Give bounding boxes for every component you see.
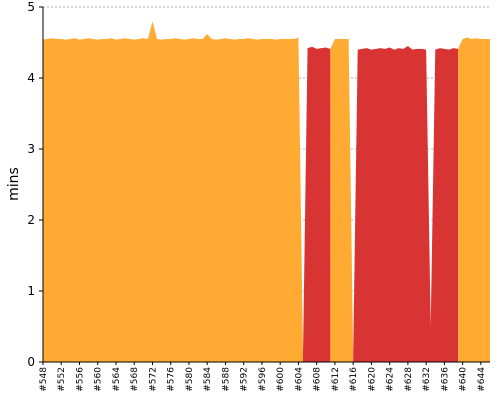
x-tick-label: #548 <box>39 367 49 392</box>
area-series <box>43 21 490 363</box>
x-tick-label: #640 <box>459 367 469 392</box>
x-tick-label: #628 <box>404 367 414 392</box>
x-tick-label: #632 <box>422 367 432 392</box>
y-axis-label: mins <box>6 167 22 201</box>
y-tick-label: 1 <box>27 284 35 298</box>
x-tick-label: #592 <box>240 367 250 392</box>
x-tick-label: #620 <box>367 367 377 392</box>
area-segment-fail <box>302 46 331 362</box>
area-segment-fail <box>353 46 459 363</box>
y-tick-label: 2 <box>27 213 35 227</box>
area-segment-pass <box>330 38 354 362</box>
x-tick-label: #564 <box>112 367 122 392</box>
x-tick-label: #612 <box>331 367 341 392</box>
x-tick-label: #600 <box>276 367 286 392</box>
x-tick-label: #596 <box>258 367 268 392</box>
x-tick-label: #608 <box>313 367 323 392</box>
x-tick-label: #556 <box>75 367 85 392</box>
area-segment-pass <box>458 37 490 362</box>
x-tick-label: #588 <box>221 367 231 392</box>
y-tick-label: 5 <box>27 0 35 14</box>
x-tick-label: #568 <box>130 367 140 392</box>
x-tick-label: #560 <box>94 367 104 392</box>
x-tick-label: #616 <box>349 367 359 392</box>
x-tick-label: #604 <box>294 367 304 392</box>
x-tick-label: #636 <box>440 367 450 392</box>
area-segment-pass <box>43 21 303 362</box>
x-tick-label: #584 <box>203 367 213 392</box>
x-tick-label: #580 <box>185 367 195 392</box>
x-tick-label: #572 <box>148 367 158 392</box>
y-tick-label: 3 <box>27 142 35 156</box>
x-tick-label: #576 <box>167 367 177 392</box>
axes: 0 1 2 3 4 5 #548 #552 #556 #560 #564 #568 #572 #576 #5… <box>27 0 490 392</box>
x-tick-label: #552 <box>57 367 67 392</box>
y-tick-label: 0 <box>27 355 35 369</box>
y-tick-label: 4 <box>27 71 35 85</box>
x-tick-label: #644 <box>477 367 487 392</box>
x-tick-label: #624 <box>386 367 396 392</box>
